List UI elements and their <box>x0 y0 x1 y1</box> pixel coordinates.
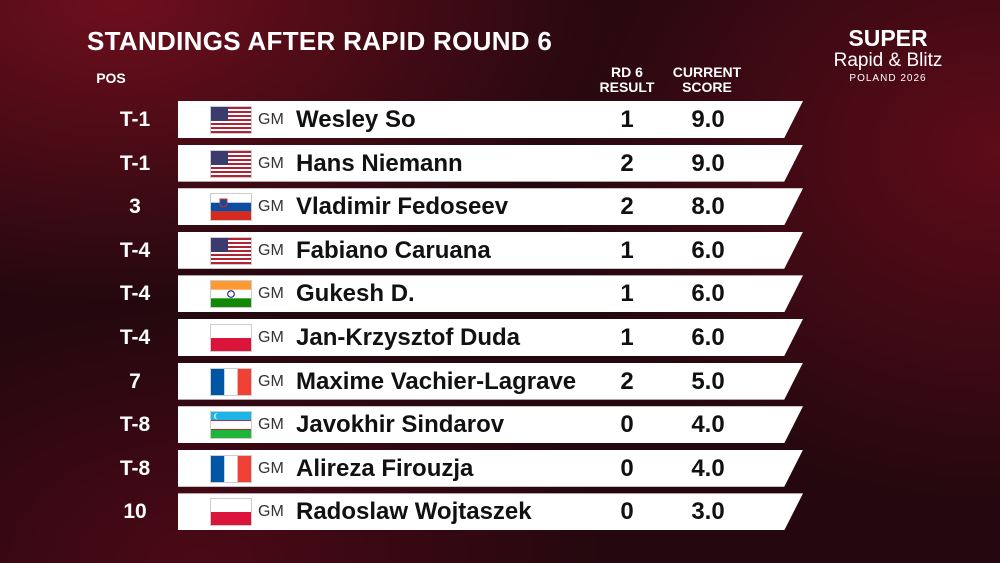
position: 7 <box>129 369 141 393</box>
current-score: 4.0 <box>691 454 725 482</box>
current-score: 4.0 <box>691 411 725 439</box>
standing-row: GM Wesley So 1 9.0 <box>178 101 803 138</box>
position: T-4 <box>119 326 151 349</box>
player-name: Alireza Firouzja <box>296 454 474 482</box>
header-line: CURRENT <box>672 64 742 80</box>
round-result: 1 <box>620 106 634 133</box>
player-title: GM <box>258 459 284 477</box>
logo-text: POLAND 2026 <box>849 73 927 84</box>
flag <box>210 498 252 527</box>
round-result: 1 <box>620 236 634 264</box>
player-title: GM <box>258 329 284 346</box>
player-title: GM <box>258 111 284 128</box>
round-result: 2 <box>620 149 634 177</box>
current-score: 9.0 <box>691 149 725 177</box>
standing-row: GM Gukesh D. 1 6.0 <box>178 275 803 313</box>
round-result: 2 <box>620 367 634 395</box>
round-result: 0 <box>620 454 634 482</box>
result-header: RD 6 RESULT <box>592 65 662 95</box>
player-name: Fabiano Caruana <box>296 236 491 264</box>
round-result: 0 <box>620 498 634 526</box>
current-score: 5.0 <box>691 367 725 395</box>
player-name: Wesley So <box>296 106 416 133</box>
position: T-8 <box>119 413 151 437</box>
round-result: 1 <box>620 324 634 351</box>
player-title: GM <box>258 503 284 521</box>
standing-row: GM Fabiano Caruana 1 6.0 <box>178 231 803 269</box>
standing-row: GM Javokhir Sindarov 0 4.0 <box>178 406 803 444</box>
flag <box>210 149 252 178</box>
current-score: 6.0 <box>691 324 725 351</box>
position: T-1 <box>119 151 151 175</box>
standing-row: GM Jan-Krzysztof Duda 1 6.0 <box>178 319 803 356</box>
current-score: 3.0 <box>691 498 725 526</box>
flag <box>210 454 252 483</box>
position: T-4 <box>119 238 151 262</box>
player-name: Jan-Krzysztof Duda <box>296 324 521 351</box>
logo-text: SUPER <box>848 25 928 51</box>
logo: SUPER Rapid & Blitz POLAND 2026 <box>808 26 968 86</box>
flag <box>210 411 252 440</box>
player-title: GM <box>258 416 284 434</box>
standing-row: GM Vladimir Fedoseev 2 8.0 <box>178 188 803 226</box>
player-title: GM <box>258 285 284 303</box>
player-name: Hans Niemann <box>296 149 463 177</box>
position: T-4 <box>119 282 151 306</box>
player-name: Radoslaw Wojtaszek <box>296 498 532 526</box>
flag <box>210 367 252 396</box>
standing-row: GM Hans Niemann 2 9.0 <box>178 144 803 182</box>
flag <box>210 193 252 222</box>
standing-row: GM Maxime Vachier-Lagrave 2 5.0 <box>178 362 803 400</box>
player-title: GM <box>258 241 284 259</box>
header-line: SCORE <box>682 79 732 95</box>
flag <box>210 106 252 134</box>
score-header: CURRENT SCORE <box>662 65 752 95</box>
flag <box>210 236 252 265</box>
player-name: Maxime Vachier-Lagrave <box>296 367 577 395</box>
round-result: 0 <box>620 411 634 439</box>
flag <box>210 324 252 352</box>
position: 10 <box>123 500 147 524</box>
current-score: 8.0 <box>691 193 725 221</box>
pos-header: POS <box>96 70 126 86</box>
current-score: 6.0 <box>691 236 725 264</box>
position: 3 <box>129 195 141 219</box>
header-line: RESULT <box>599 79 655 95</box>
player-title: GM <box>258 198 284 216</box>
round-result: 1 <box>620 280 634 308</box>
header-line: RD 6 <box>611 64 643 80</box>
current-score: 6.0 <box>691 280 725 308</box>
player-name: Gukesh D. <box>296 280 415 308</box>
standing-row: GM Alireza Firouzja 0 4.0 <box>178 449 803 487</box>
round-result: 2 <box>620 193 634 221</box>
logo-text: Rapid & Blitz <box>833 50 943 71</box>
current-score: 9.0 <box>691 106 725 133</box>
player-title: GM <box>258 154 284 172</box>
player-name: Vladimir Fedoseev <box>296 193 509 221</box>
standing-row: GM Radoslaw Wojtaszek 0 3.0 <box>178 493 803 531</box>
position: T-1 <box>119 108 151 131</box>
position: T-8 <box>119 456 151 480</box>
flag <box>210 280 252 309</box>
title: STANDINGS AFTER RAPID ROUND 6 <box>87 26 553 56</box>
player-name: Javokhir Sindarov <box>296 411 505 439</box>
player-title: GM <box>258 372 284 390</box>
